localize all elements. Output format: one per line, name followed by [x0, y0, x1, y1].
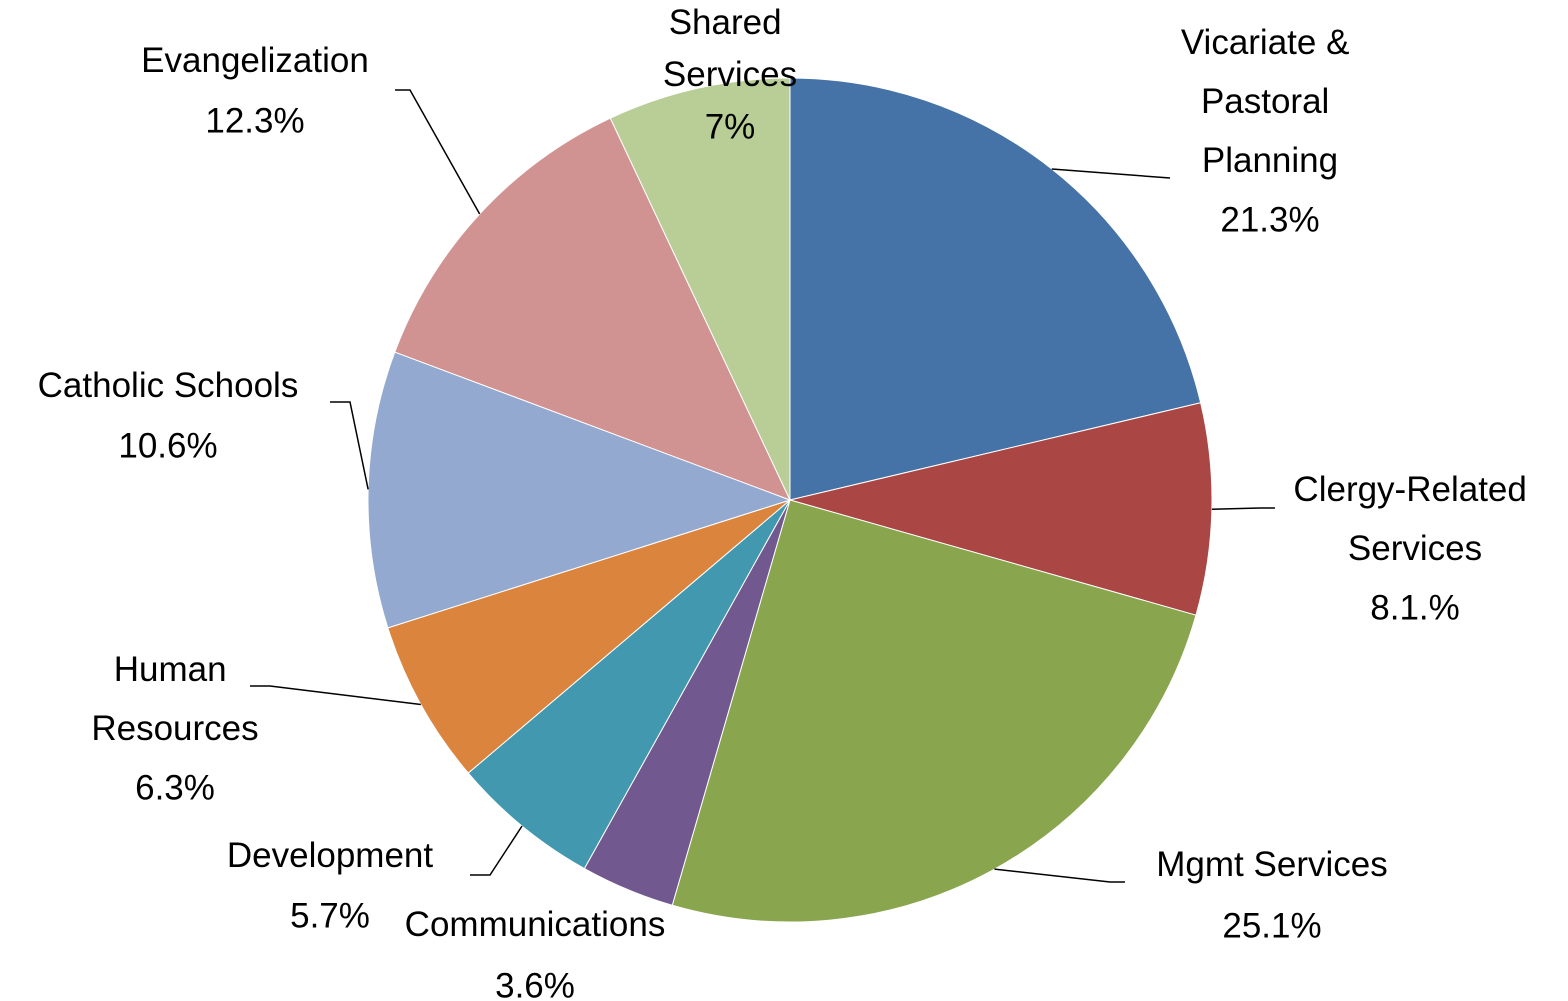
slice-value-label: 10.6% — [118, 426, 217, 465]
slice-value-label: 8.1.% — [1370, 588, 1460, 627]
pie-slice — [789, 77, 1202, 501]
pie-slice — [467, 499, 791, 870]
slice-value-label: 21.3% — [1220, 200, 1319, 239]
pie-slice — [609, 77, 791, 501]
leader-line — [330, 401, 369, 490]
slice-label: Communications — [405, 905, 666, 944]
slice-value-label: 5.7% — [290, 896, 370, 935]
pie-slice — [788, 402, 1213, 616]
slice-label: Mgmt Services — [1156, 845, 1387, 884]
slice-label: Evangelization — [141, 41, 369, 80]
pie-slice — [387, 499, 791, 774]
leader-line — [1051, 168, 1171, 179]
slice-value-label: 3.6% — [495, 966, 575, 1001]
pie-slice — [367, 351, 792, 629]
slice-label: Shared Services — [663, 3, 797, 94]
slice-label: Catholic Schools — [38, 366, 299, 405]
slice-label: Development — [227, 836, 433, 875]
slice-value-label: 7% — [705, 107, 756, 146]
pie-slice — [394, 117, 791, 501]
leader-line — [250, 685, 421, 706]
pie-slice — [671, 499, 1197, 923]
slice-value-label: 6.3% — [135, 768, 215, 807]
slice-label: Vicariate & Pastoral Planning — [1181, 23, 1359, 180]
slice-value-label: 12.3% — [205, 101, 304, 140]
slice-label: Clergy-Related Services — [1293, 470, 1536, 568]
slice-label: Human Resources — [91, 650, 258, 748]
leader-line — [1211, 507, 1275, 511]
leader-line — [994, 868, 1125, 883]
leader-line — [395, 89, 481, 215]
leader-line — [470, 825, 523, 876]
slice-value-label: 25.1% — [1222, 906, 1321, 945]
